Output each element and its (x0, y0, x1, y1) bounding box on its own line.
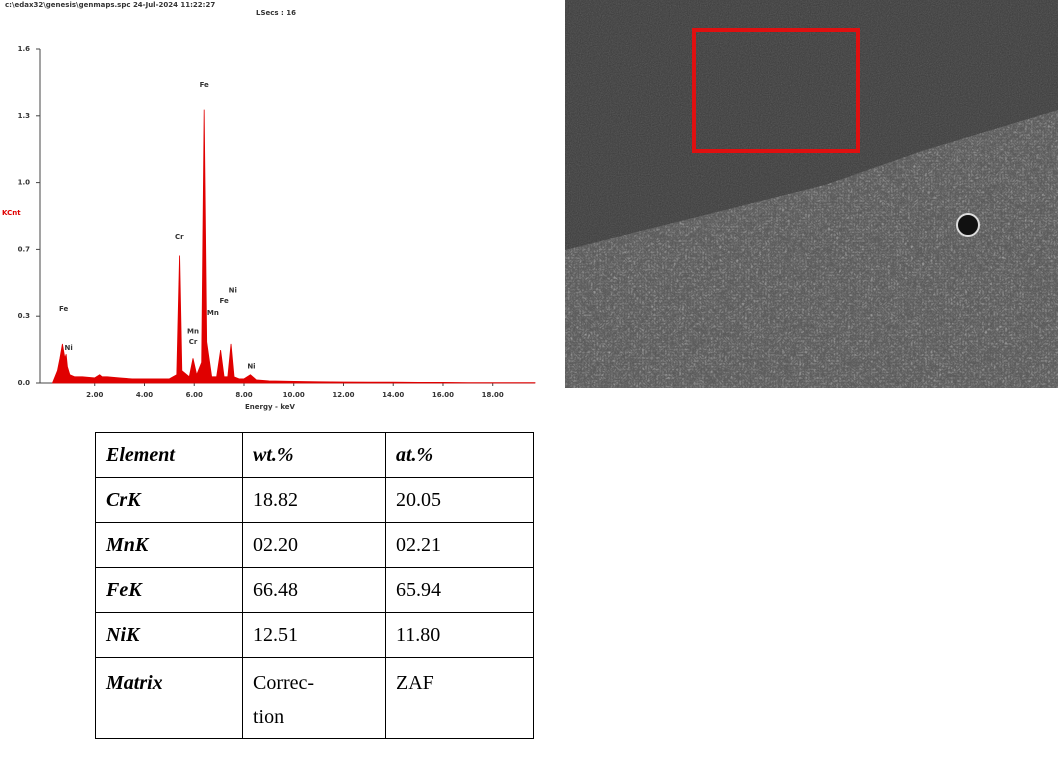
peak-label: Ni (229, 287, 237, 295)
x-tick-label: 4.00 (136, 391, 153, 399)
y-tick-label: 0.3 (18, 312, 31, 320)
cell-text: Matrix (106, 666, 163, 700)
x-axis-label: Energy - keV (245, 403, 296, 411)
table-row: Element wt.% at.% (96, 433, 534, 478)
peak-label: Mn (207, 309, 219, 317)
x-tick-label: 6.00 (186, 391, 203, 399)
figure: {"chart_data": {"type": "area", "title":… (0, 0, 1060, 760)
table-cell: 11.80 (386, 613, 534, 658)
cell-text: ZAF (396, 666, 434, 700)
cell-text: Element (106, 444, 175, 467)
composition-table: Element wt.% at.% CrK 18.82 20.05 MnK 02.20 02.2… (95, 432, 534, 739)
peak-label: Mn (187, 328, 199, 336)
y-tick-label: 1.3 (18, 112, 31, 120)
table-cell: 18.82 (243, 478, 386, 523)
table-cell: NiK (96, 613, 243, 658)
peak-label: Cr (175, 233, 184, 241)
cell-text: 11.80 (396, 624, 440, 647)
table-cell: MnK (96, 523, 243, 568)
eds-spectrum: c:\edax32\genesis\genmaps.spc 24-Jul-202… (0, 0, 545, 415)
cell-text: FeK (106, 579, 142, 602)
cell-text: MnK (106, 534, 148, 557)
y-tick-label: 1.6 (18, 45, 31, 53)
table-cell: 12.51 (243, 613, 386, 658)
chart-title: c:\edax32\genesis\genmaps.spc 24-Jul-202… (5, 1, 215, 9)
table-cell: FeK (96, 568, 243, 613)
table-row: CrK 18.82 20.05 (96, 478, 534, 523)
y-tick-label: 1.0 (18, 179, 31, 187)
table-cell: 65.94 (386, 568, 534, 613)
table-cell: Matrix (96, 658, 243, 739)
cell-text: NiK (106, 624, 139, 647)
peak-label: Ni (64, 344, 72, 352)
chart-subtitle: LSecs : 16 (256, 9, 296, 17)
table-cell: 20.05 (386, 478, 534, 523)
sem-image (565, 0, 1058, 388)
table-row: Matrix Correc-tion ZAF (96, 658, 534, 739)
peak-label: Fe (59, 305, 68, 313)
x-tick-label: 10.00 (283, 391, 305, 399)
cell-text: 20.05 (396, 489, 441, 512)
cell-text: 02.21 (396, 534, 441, 557)
peak-label: Cr (189, 338, 198, 346)
cell-text: at.% (396, 444, 433, 467)
y-tick-label: 0.7 (18, 245, 31, 253)
x-tick-label: 16.00 (432, 391, 454, 399)
peak-label: Ni (247, 363, 255, 371)
table-cell: 02.21 (386, 523, 534, 568)
x-tick-label: 12.00 (332, 391, 354, 399)
table-cell: ZAF (386, 658, 534, 739)
x-tick-label: 8.00 (235, 391, 252, 399)
y-axis-label: KCnt (2, 209, 21, 217)
peak-label: Fe (200, 81, 209, 89)
page: EDS spectrum, SEM image and composition … (0, 0, 1060, 760)
table-row: FeK 66.48 65.94 (96, 568, 534, 613)
table-cell: Element (96, 433, 243, 478)
sem-pit (957, 214, 979, 236)
x-tick-label: 2.00 (86, 391, 103, 399)
table-row: NiK 12.51 11.80 (96, 613, 534, 658)
cell-text: 12.51 (253, 624, 298, 647)
table-row: MnK 02.20 02.21 (96, 523, 534, 568)
cell-text: 18.82 (253, 489, 298, 512)
table-cell: 02.20 (243, 523, 386, 568)
table-cell: CrK (96, 478, 243, 523)
cell-text: 66.48 (253, 579, 298, 602)
table-cell: Correc-tion (243, 658, 386, 739)
cell-text: Correc-tion (253, 666, 323, 734)
y-tick-label: 0.0 (18, 379, 31, 387)
cell-text: 65.94 (396, 579, 441, 602)
x-tick-label: 14.00 (382, 391, 404, 399)
table-cell: 66.48 (243, 568, 386, 613)
table-body: Element wt.% at.% CrK 18.82 20.05 MnK 02.20 02.2… (96, 433, 534, 739)
cell-text: CrK (106, 489, 140, 512)
cell-text: wt.% (253, 444, 294, 467)
cell-text: 02.20 (253, 534, 298, 557)
table-cell: at.% (386, 433, 534, 478)
x-tick-label: 18.00 (482, 391, 504, 399)
table-cell: wt.% (243, 433, 386, 478)
peak-label: Fe (219, 297, 228, 305)
spectrum (52, 110, 535, 383)
